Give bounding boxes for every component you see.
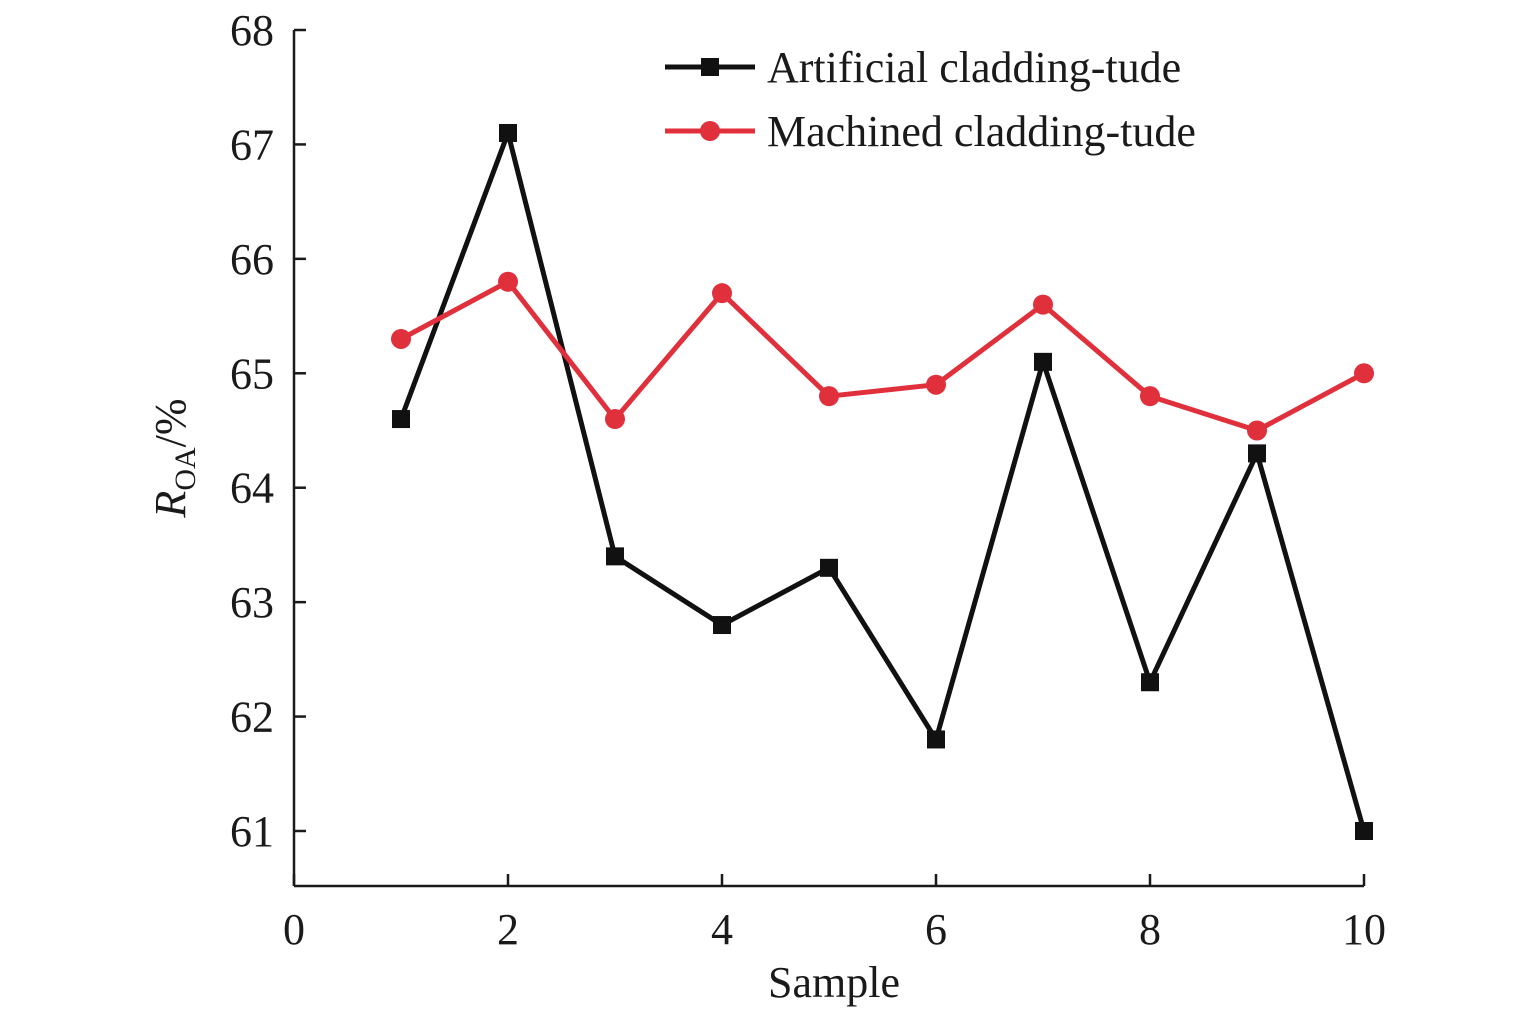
data-point [605, 409, 625, 430]
legend-item: Artificial cladding-tude [665, 43, 1181, 92]
y-tick-label: 68 [230, 6, 274, 55]
data-point [1247, 420, 1267, 441]
x-tick-label: 4 [711, 905, 733, 954]
data-point [1140, 386, 1160, 407]
series-2 [391, 271, 1374, 441]
data-point [713, 616, 731, 635]
y-tick-label: 61 [230, 807, 274, 856]
legend-item: Machined cladding-tude [665, 107, 1196, 156]
data-point [1033, 294, 1053, 315]
data-point [1248, 444, 1266, 463]
data-point [926, 374, 946, 395]
axes [292, 30, 1364, 888]
legend-label: Artificial cladding-tude [767, 43, 1181, 92]
data-point [392, 410, 410, 429]
data-point [927, 730, 945, 749]
x-tick-label: 10 [1342, 905, 1386, 954]
x-tick-label: 6 [925, 905, 947, 954]
y-tick-label: 64 [230, 464, 274, 513]
x-tick-label: 0 [283, 905, 305, 954]
series-layer [391, 123, 1374, 840]
legend-swatch-marker [700, 121, 720, 141]
x-tick-label: 2 [497, 905, 519, 954]
y-tick-label: 67 [230, 120, 274, 169]
y-tick-label: 65 [230, 349, 274, 398]
data-point [819, 386, 839, 407]
x-tick-label: 8 [1139, 905, 1161, 954]
y-tick-label: 63 [230, 578, 274, 627]
y-tick-label: 66 [230, 235, 274, 284]
data-point [1141, 673, 1159, 692]
legend-swatch-marker [701, 58, 719, 76]
data-point [820, 558, 838, 577]
y-ticks: 61 62 63 64 65 66 67 68 [230, 6, 306, 856]
y-axis-title: ROA/% [146, 398, 202, 518]
y-tick-label: 62 [230, 693, 274, 742]
legend: Artificial cladding-tude Machined claddin… [665, 43, 1196, 156]
x-ticks: 0 2 4 6 8 10 [283, 874, 1386, 954]
legend-label: Machined cladding-tude [767, 107, 1196, 156]
series-line [398, 130, 1367, 832]
y-axis-title-sub: OA [169, 447, 202, 491]
data-point [712, 283, 732, 304]
series-1 [392, 123, 1373, 840]
data-point [499, 123, 517, 142]
data-point [1034, 352, 1052, 371]
y-axis-title-main: R [146, 491, 195, 519]
data-point [1354, 363, 1374, 384]
data-point [391, 328, 411, 349]
y-axis-title-unit: /% [146, 398, 195, 447]
data-point [1355, 822, 1373, 840]
series-line [399, 279, 1366, 433]
data-point [498, 271, 518, 292]
x-axis-title: Sample [768, 958, 900, 1007]
data-point [606, 547, 624, 566]
